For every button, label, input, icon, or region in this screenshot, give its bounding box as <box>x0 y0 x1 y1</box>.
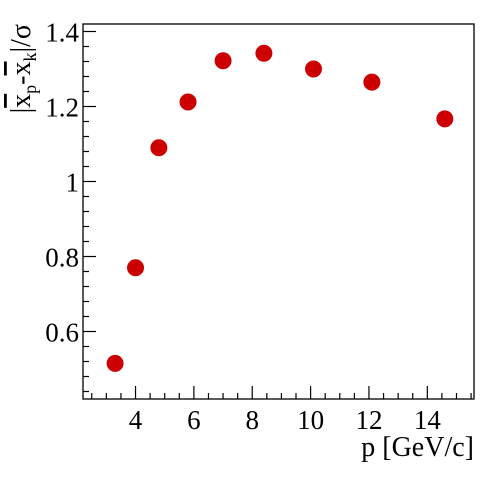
y-tick-label: 1.2 <box>45 93 79 123</box>
y-title-xk-sub: k <box>20 52 40 61</box>
data-point <box>179 93 197 111</box>
data-point <box>305 60 323 78</box>
y-title-sep: - <box>6 75 37 84</box>
data-point <box>214 52 232 70</box>
data-point <box>127 259 145 277</box>
svg-text:|xp-xk|/σ: |xp-xk|/σ <box>6 24 40 113</box>
y-title-xp-sub: p <box>20 85 40 94</box>
y-title-lead: | <box>6 108 37 114</box>
data-point <box>436 110 454 128</box>
x-axis-ticks <box>91 386 472 399</box>
y-tick-label: 0.8 <box>45 243 79 273</box>
y-axis-title: |xp-xk|/σ <box>6 24 40 113</box>
y-tick-label: 0.6 <box>45 318 79 348</box>
x-tick-label: 12 <box>355 405 382 435</box>
y-axis-tick-labels: 0.6 0.8 1 1.2 1.4 <box>45 18 79 348</box>
y-title-tail: |/σ <box>6 24 37 52</box>
data-point <box>255 44 273 62</box>
y-title-xp: x <box>6 94 37 108</box>
x-axis-tick-labels: 4 6 8 10 12 14 <box>129 405 442 435</box>
plot-frame <box>82 23 475 400</box>
x-tick-label: 14 <box>414 405 442 435</box>
y-tick-label: 1.4 <box>45 18 79 48</box>
data-points <box>106 44 454 372</box>
data-point <box>106 354 124 372</box>
x-tick-label: 4 <box>129 405 143 435</box>
y-tick-label: 1 <box>66 168 80 198</box>
x-tick-label: 8 <box>245 405 259 435</box>
x-tick-label: 10 <box>297 405 324 435</box>
x-axis-title: p [GeV/c] <box>361 432 474 463</box>
data-point <box>363 73 381 91</box>
y-axis-ticks <box>83 30 96 393</box>
y-title-xk: x <box>6 61 37 75</box>
x-tick-label: 6 <box>187 405 201 435</box>
data-point <box>150 139 168 157</box>
